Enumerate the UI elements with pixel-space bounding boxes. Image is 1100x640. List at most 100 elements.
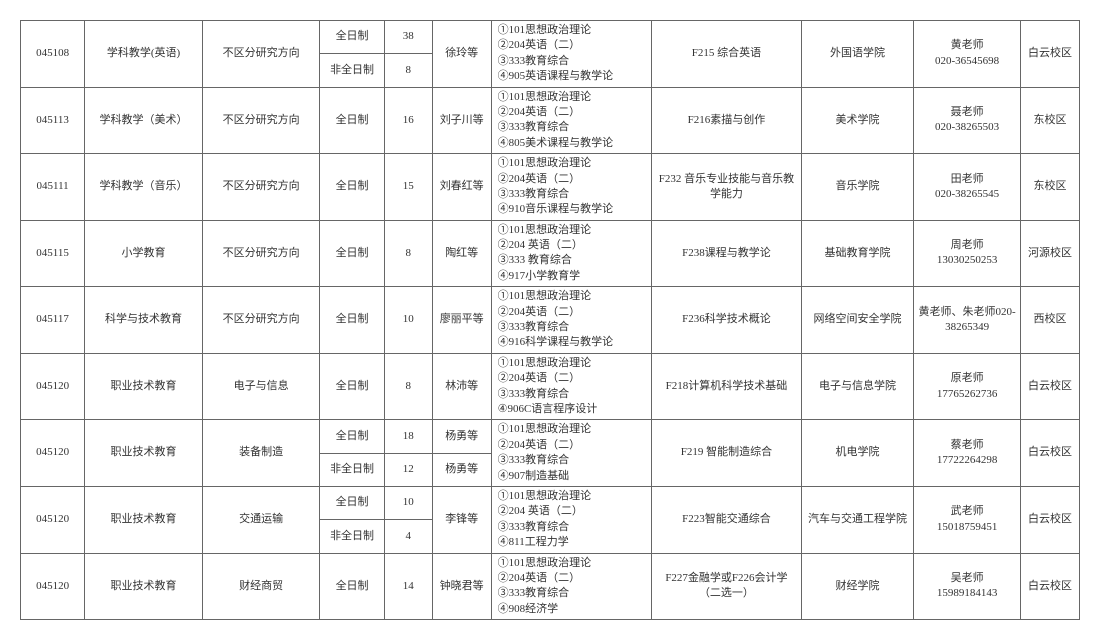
name-cell: 职业技术教育 xyxy=(85,353,203,420)
campus-cell: 河源校区 xyxy=(1021,220,1080,287)
campus-cell: 西校区 xyxy=(1021,287,1080,354)
table-row: 045115小学教育不区分研究方向全日制8陶红等①101思想政治理论②204 英… xyxy=(21,220,1080,287)
name-cell: 科学与技术教育 xyxy=(85,287,203,354)
advisor-cell: 刘子川等 xyxy=(432,87,491,154)
contact-cell: 黄老师020-36545698 xyxy=(914,21,1021,88)
enroll-cell: 16 xyxy=(384,87,432,154)
exam-cell: ①101思想政治理论②204英语（二）③333教育综合④907制造基础 xyxy=(491,420,651,487)
enroll-cell: 10 xyxy=(384,287,432,354)
code-cell: 045120 xyxy=(21,486,85,553)
exam-cell: ①101思想政治理论②204英语（二）③333教育综合④916科学课程与教学论 xyxy=(491,287,651,354)
enroll-cell: 4 xyxy=(384,520,432,553)
contact-cell: 武老师15018759451 xyxy=(914,486,1021,553)
mode-cell: 非全日制 xyxy=(320,453,384,486)
advisor-cell: 杨勇等 xyxy=(432,420,491,453)
college-cell: 财经学院 xyxy=(801,553,913,620)
direction-cell: 不区分研究方向 xyxy=(202,287,320,354)
exam-cell: ①101思想政治理论②204英语（二）③333教育综合④805美术课程与教学论 xyxy=(491,87,651,154)
contact-cell: 聂老师020-38265503 xyxy=(914,87,1021,154)
retest-cell: F236科学技术概论 xyxy=(652,287,802,354)
campus-cell: 白云校区 xyxy=(1021,420,1080,487)
college-cell: 汽车与交通工程学院 xyxy=(801,486,913,553)
exam-cell: ①101思想政治理论②204英语（二）③333教育综合④905英语课程与教学论 xyxy=(491,21,651,88)
campus-cell: 白云校区 xyxy=(1021,21,1080,88)
name-cell: 学科教学(英语) xyxy=(85,21,203,88)
code-cell: 045117 xyxy=(21,287,85,354)
contact-cell: 黄老师、朱老师020-38265349 xyxy=(914,287,1021,354)
college-cell: 基础教育学院 xyxy=(801,220,913,287)
direction-cell: 不区分研究方向 xyxy=(202,87,320,154)
advisor-cell: 钟晓君等 xyxy=(432,553,491,620)
contact-cell: 蔡老师17722264298 xyxy=(914,420,1021,487)
code-cell: 045120 xyxy=(21,353,85,420)
table-row: 045111学科教学（音乐）不区分研究方向全日制15刘春红等①101思想政治理论… xyxy=(21,154,1080,221)
exam-cell: ①101思想政治理论②204 英语（二）③333教育综合④811工程力学 xyxy=(491,486,651,553)
direction-cell: 不区分研究方向 xyxy=(202,21,320,88)
retest-cell: F223智能交通综合 xyxy=(652,486,802,553)
table-row: 045117科学与技术教育不区分研究方向全日制10廖丽平等①101思想政治理论②… xyxy=(21,287,1080,354)
direction-cell: 交通运输 xyxy=(202,486,320,553)
exam-cell: ①101思想政治理论②204英语（二）③333教育综合④906C语言程序设计 xyxy=(491,353,651,420)
direction-cell: 装备制造 xyxy=(202,420,320,487)
direction-cell: 不区分研究方向 xyxy=(202,154,320,221)
table-row: 045113学科教学（美术）不区分研究方向全日制16刘子川等①101思想政治理论… xyxy=(21,87,1080,154)
retest-cell: F218计算机科学技术基础 xyxy=(652,353,802,420)
retest-cell: F219 智能制造综合 xyxy=(652,420,802,487)
direction-cell: 财经商贸 xyxy=(202,553,320,620)
exam-cell: ①101思想政治理论②204 英语（二）③333 教育综合④917小学教育学 xyxy=(491,220,651,287)
name-cell: 职业技术教育 xyxy=(85,420,203,487)
advisor-cell: 刘春红等 xyxy=(432,154,491,221)
college-cell: 美术学院 xyxy=(801,87,913,154)
college-cell: 音乐学院 xyxy=(801,154,913,221)
mode-cell: 全日制 xyxy=(320,287,384,354)
mode-cell: 全日制 xyxy=(320,220,384,287)
exam-cell: ①101思想政治理论②204英语（二）③333教育综合④910音乐课程与教学论 xyxy=(491,154,651,221)
enroll-cell: 8 xyxy=(384,54,432,87)
enroll-cell: 8 xyxy=(384,220,432,287)
campus-cell: 白云校区 xyxy=(1021,553,1080,620)
mode-cell: 全日制 xyxy=(320,87,384,154)
advisor-cell: 杨勇等 xyxy=(432,453,491,486)
college-cell: 电子与信息学院 xyxy=(801,353,913,420)
mode-cell: 非全日制 xyxy=(320,520,384,553)
enroll-cell: 8 xyxy=(384,353,432,420)
mode-cell: 全日制 xyxy=(320,353,384,420)
code-cell: 045120 xyxy=(21,553,85,620)
advisor-cell: 林沛等 xyxy=(432,353,491,420)
direction-cell: 电子与信息 xyxy=(202,353,320,420)
code-cell: 045113 xyxy=(21,87,85,154)
enroll-cell: 12 xyxy=(384,453,432,486)
campus-cell: 东校区 xyxy=(1021,87,1080,154)
campus-cell: 白云校区 xyxy=(1021,353,1080,420)
mode-cell: 全日制 xyxy=(320,486,384,519)
college-cell: 机电学院 xyxy=(801,420,913,487)
contact-cell: 周老师13030250253 xyxy=(914,220,1021,287)
advisor-cell: 李锋等 xyxy=(432,486,491,553)
campus-cell: 白云校区 xyxy=(1021,486,1080,553)
contact-cell: 田老师020-38265545 xyxy=(914,154,1021,221)
name-cell: 学科教学（音乐） xyxy=(85,154,203,221)
enroll-cell: 10 xyxy=(384,486,432,519)
enroll-cell: 15 xyxy=(384,154,432,221)
code-cell: 045111 xyxy=(21,154,85,221)
mode-cell: 全日制 xyxy=(320,420,384,453)
college-cell: 外国语学院 xyxy=(801,21,913,88)
contact-cell: 吴老师15989184143 xyxy=(914,553,1021,620)
mode-cell: 全日制 xyxy=(320,154,384,221)
code-cell: 045120 xyxy=(21,420,85,487)
name-cell: 小学教育 xyxy=(85,220,203,287)
college-cell: 网络空间安全学院 xyxy=(801,287,913,354)
table-row: 045120职业技术教育电子与信息全日制8林沛等①101思想政治理论②204英语… xyxy=(21,353,1080,420)
mode-cell: 非全日制 xyxy=(320,54,384,87)
name-cell: 职业技术教育 xyxy=(85,486,203,553)
name-cell: 职业技术教育 xyxy=(85,553,203,620)
retest-cell: F227金融学或F226会计学（二选一） xyxy=(652,553,802,620)
retest-cell: F238课程与教学论 xyxy=(652,220,802,287)
table-row: 045120职业技术教育财经商贸全日制14钟晓君等①101思想政治理论②204英… xyxy=(21,553,1080,620)
retest-cell: F215 综合英语 xyxy=(652,21,802,88)
code-cell: 045115 xyxy=(21,220,85,287)
direction-cell: 不区分研究方向 xyxy=(202,220,320,287)
campus-cell: 东校区 xyxy=(1021,154,1080,221)
enroll-cell: 38 xyxy=(384,21,432,54)
name-cell: 学科教学（美术） xyxy=(85,87,203,154)
